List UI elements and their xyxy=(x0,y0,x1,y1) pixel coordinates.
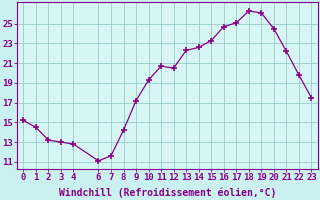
X-axis label: Windchill (Refroidissement éolien,°C): Windchill (Refroidissement éolien,°C) xyxy=(59,187,276,198)
